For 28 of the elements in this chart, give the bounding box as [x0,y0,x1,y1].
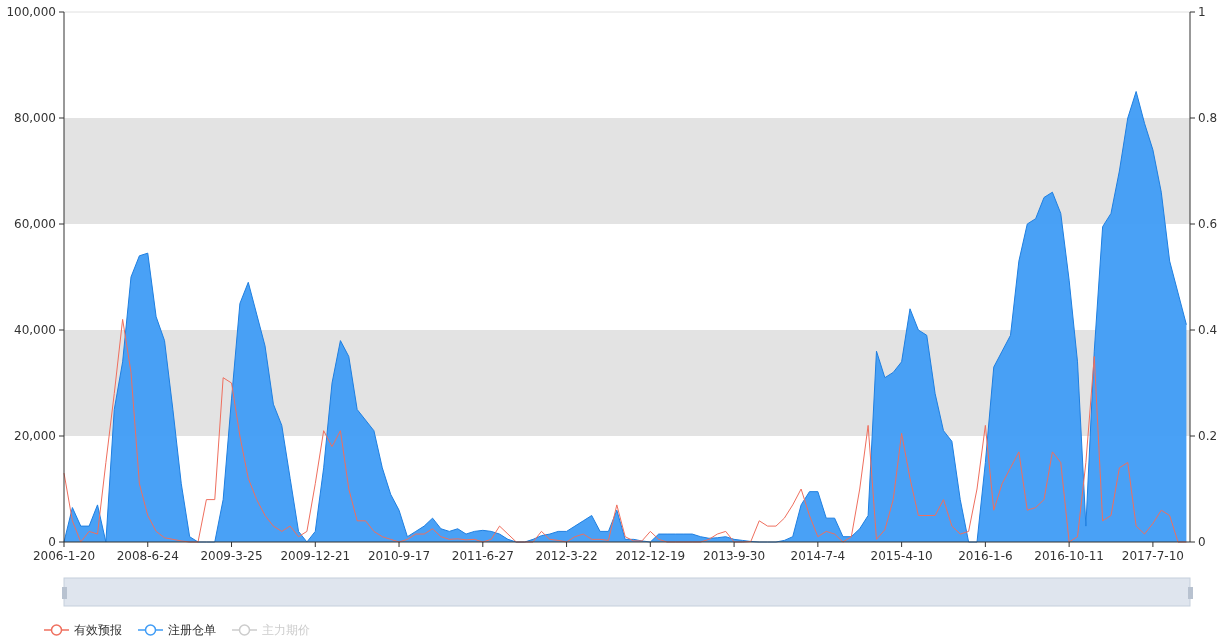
y2-tick-label: 0.8 [1198,111,1218,125]
x-tick-label: 2012-3-22 [535,549,598,563]
y2-tick-label: 0.4 [1198,323,1218,337]
x-tick-label: 2014-7-4 [790,549,846,563]
y-tick-label: 20,000 [14,429,56,443]
x-tick-label: 2016-10-11 [1034,549,1105,563]
y-tick-label: 100,000 [6,5,56,19]
x-tick-label: 2013-9-30 [703,549,766,563]
y2-tick-label: 0 [1198,535,1206,549]
y2-tick-label: 1 [1198,5,1206,19]
x-tick-label: 2016-1-6 [958,549,1013,563]
x-tick-label: 2008-6-24 [116,549,179,563]
legend-label: 注册仓单 [168,623,216,637]
y2-tick-label: 0.2 [1198,429,1218,443]
y-tick-label: 80,000 [14,111,56,125]
x-tick-label: 2015-4-10 [870,549,933,563]
y-tick-label: 0 [48,535,56,549]
y-tick-label: 40,000 [14,323,56,337]
y2-tick-label: 0.6 [1198,217,1218,231]
x-tick-label: 2006-1-20 [32,549,96,563]
x-tick-label: 2011-6-27 [451,549,514,563]
x-tick-label: 2009-3-25 [200,549,263,563]
x-tick-label: 2009-12-21 [280,549,351,563]
x-tick-label: 2012-12-19 [615,549,686,563]
x-tick-label: 2010-9-17 [367,549,431,563]
y-tick-label: 60,000 [14,217,56,231]
legend-label: 有效预报 [74,623,122,637]
x-tick-label: 2017-7-10 [1121,549,1184,563]
